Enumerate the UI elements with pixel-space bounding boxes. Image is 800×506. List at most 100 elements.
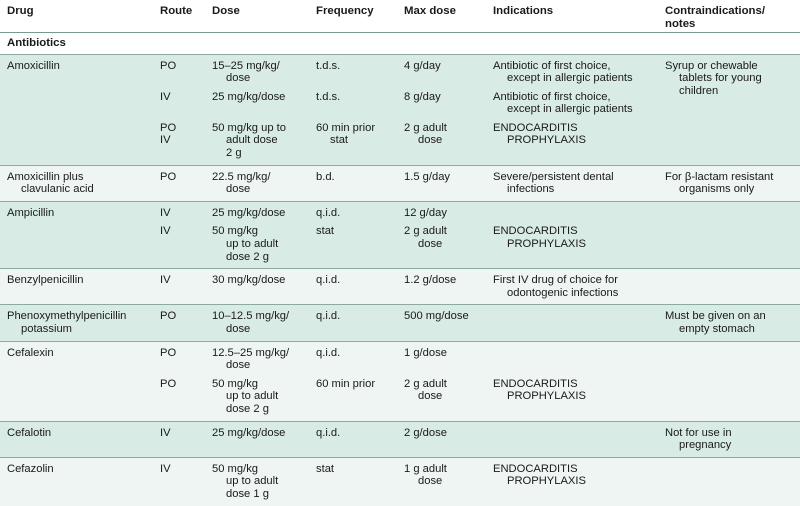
max-dose-value: dose — [418, 475, 443, 488]
entry-frequency-value: q.i.d. — [316, 274, 404, 299]
route-value: IV — [160, 426, 171, 439]
entry-frequency-value: t.d.s. — [316, 91, 404, 116]
max-dose-value: 1.5 g/day — [404, 170, 451, 183]
route-value: IV — [160, 90, 171, 103]
entry-frequency-value: q.i.d. — [316, 347, 404, 372]
route-value: IV — [160, 274, 171, 287]
entry-dose-value: 50 mg/kg up to adult dose 1 g — [212, 463, 316, 501]
frequency-value: 60 min prior — [316, 121, 376, 134]
indication-value: except in allergic patients — [507, 103, 633, 116]
frequency-cell: q.i.d. — [316, 304, 404, 342]
route-cell: IV — [160, 268, 212, 305]
table-row: Phenoxymethylpenicillin potassium PO 10–12.… — [0, 304, 800, 342]
max-dose-value: dose — [418, 238, 443, 251]
dose-value: 30 mg/kg/dose — [212, 274, 286, 287]
entry-indication-value — [493, 207, 665, 220]
dose-value: 15–25 mg/kg/ — [212, 59, 280, 72]
drug-name-line: Cefalotin — [7, 426, 52, 439]
frequency-cell: b.d. — [316, 164, 404, 202]
dose-value: 12.5–25 mg/kg/ — [212, 346, 290, 359]
frequency-cell: q.i.d. 60 min prior — [316, 340, 404, 422]
entry-indication-value: First IV drug of choice for odontogenic i… — [493, 274, 665, 299]
max-dose-value: 1 g/dose — [404, 346, 447, 359]
indication-value: PROPHYLAXIS — [507, 390, 586, 403]
dose-cell: 12.5–25 mg/kg/dose 50 mg/kg up to adult dos… — [212, 340, 316, 422]
drug-name-line: Cefalexin — [7, 346, 54, 359]
drug-name-line: potassium — [21, 323, 72, 336]
dose-value: 50 mg/kg up to — [212, 121, 287, 134]
indication-value: PROPHYLAXIS — [507, 238, 586, 251]
route-cell: PO IV PO IV — [160, 53, 212, 166]
table-row: Cefalexin PO PO 12.5–25 mg/kg/dose 50 mg/kg u… — [0, 340, 800, 422]
entry-indication-value — [493, 427, 665, 440]
entry-max-dose-value: 1.2 g/dose — [404, 274, 493, 299]
header-indications: Indications — [493, 0, 665, 33]
indication-value: ENDOCARDITIS — [493, 121, 578, 134]
dose-cell: 30 mg/kg/dose — [212, 268, 316, 305]
route-value: PO — [160, 346, 177, 359]
frequency-value: q.i.d. — [316, 274, 341, 287]
header-route: Route — [160, 0, 212, 33]
entry-frequency-value: b.d. — [316, 171, 404, 196]
drug-name-line: Benzylpenicillin — [7, 274, 84, 287]
dose-value: 25 mg/kg/dose — [212, 426, 286, 439]
dose-value: up to adult — [226, 475, 279, 488]
entry-dose-value: 15–25 mg/kg/dose — [212, 60, 316, 85]
dose-value: 25 mg/kg/dose — [212, 206, 286, 219]
header-notes-line: notes — [665, 17, 696, 30]
max-dose-cell: 12 g/day 2 g adult dose — [404, 200, 493, 269]
entry-frequency-value: stat — [316, 463, 404, 501]
indication-cell: ENDOCARDITIS PROPHYLAXIS — [493, 200, 665, 269]
dose-cell: 15–25 mg/kg/dose 25 mg/kg/dose 50 mg/kg up… — [212, 53, 316, 166]
entry-dose-value: 10–12.5 mg/kg/dose — [212, 310, 316, 335]
entry-max-dose-value: 1 g adult dose — [404, 463, 493, 501]
dose-cell: 22.5 mg/kg/dose — [212, 164, 316, 202]
drug-name-line: Phenoxymethylpenicillin — [7, 310, 127, 323]
max-dose-cell: 1 g/dose 2 g adult dose — [404, 340, 493, 422]
max-dose-cell: 2 g/dose — [404, 420, 493, 458]
drug-name: Cefalotin — [0, 420, 160, 458]
indication-cell: Antibiotic of first choice, except in all… — [493, 53, 665, 166]
entry-indication-value — [493, 347, 665, 372]
table-row: Cefalotin IV 25 mg/kg/dose q.i.d. 2 g/dose No… — [0, 420, 800, 458]
frequency-cell: q.i.d. — [316, 268, 404, 305]
entry-route-value: IV — [160, 207, 212, 220]
indication-value: except in allergic patients — [507, 72, 633, 85]
route-value: PO — [160, 59, 177, 72]
notes-cell — [665, 456, 800, 506]
indication-value: First IV drug of choice for — [493, 274, 618, 287]
table-body: Antibiotics Amoxicillin PO IV PO IV 15–25 mg/… — [0, 32, 800, 506]
max-dose-value: dose — [418, 390, 443, 403]
dose-value: 22.5 mg/kg/ — [212, 170, 271, 183]
table-row: Ampicillin IV IV 25 mg/kg/dose 50 mg/kg up to… — [0, 200, 800, 269]
dose-value: 50 mg/kg — [212, 377, 259, 390]
notes-value: empty stomach — [679, 323, 755, 336]
entry-frequency-value: 60 min prior — [316, 378, 404, 416]
dose-cell: 50 mg/kg up to adult dose 1 g — [212, 456, 316, 506]
max-dose-value: 1 g adult — [404, 462, 447, 475]
indication-value: infections — [507, 183, 555, 196]
dose-value: up to adult — [226, 238, 279, 251]
entry-max-dose-value: 2 g/dose — [404, 427, 493, 440]
max-dose-value: dose — [418, 134, 443, 147]
dose-cell: 10–12.5 mg/kg/dose — [212, 304, 316, 342]
entry-indication-value: Severe/persistent dental infections — [493, 171, 665, 196]
frequency-cell: stat — [316, 456, 404, 506]
header-notes-line: Contraindications/ — [665, 5, 765, 17]
route-value: PO — [160, 121, 177, 134]
dose-cell: 25 mg/kg/dose 50 mg/kg up to adult dose 2 g — [212, 200, 316, 269]
indication-value: odontogenic infections — [507, 286, 619, 299]
frequency-value: stat — [316, 225, 335, 238]
notes-cell — [665, 200, 800, 269]
entry-dose-value: 25 mg/kg/dose — [212, 91, 316, 116]
entry-route-value: PO — [160, 171, 212, 196]
table-header-row: Drug Route Dose Frequency Max dose Indic… — [0, 0, 800, 33]
frequency-value: t.d.s. — [316, 90, 341, 103]
indication-cell — [493, 420, 665, 458]
dose-value: dose 1 g — [226, 487, 269, 500]
section-title: Antibiotics — [0, 32, 800, 54]
entry-frequency-value: q.i.d. — [316, 207, 404, 220]
notes-value: tablets for young — [679, 72, 762, 85]
